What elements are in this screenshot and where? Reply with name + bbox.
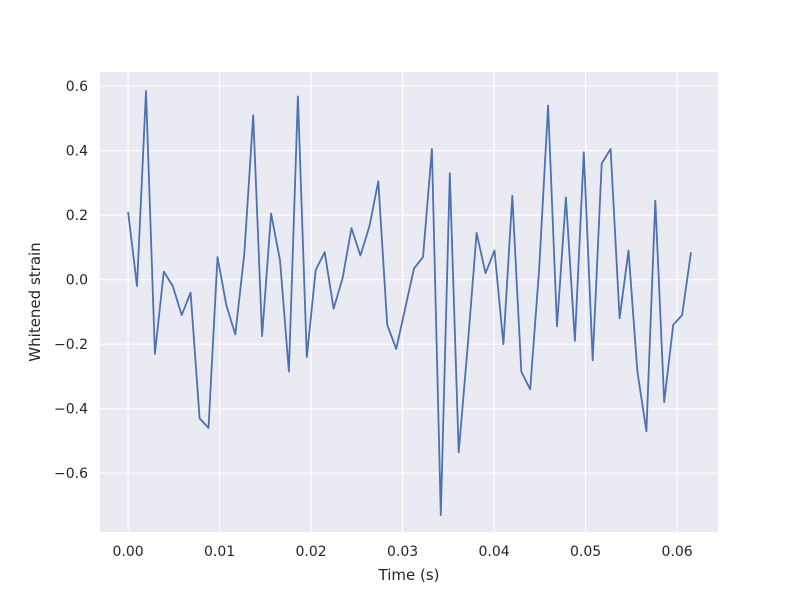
x-tick-label: 0.00	[113, 544, 144, 560]
x-tick-label: 0.04	[479, 544, 510, 560]
y-tick-label: 0.6	[66, 79, 88, 95]
x-tick-label: 0.01	[204, 544, 235, 560]
y-tick-label: 0.0	[66, 273, 88, 289]
x-axis-label: Time (s)	[378, 566, 440, 584]
y-tick-label: −0.2	[54, 337, 88, 353]
y-tick-labels: −0.6 −0.4 −0.2 0.0 0.2 0.4 0.6	[54, 79, 88, 482]
plot-background	[100, 72, 718, 532]
x-tick-label: 0.05	[570, 544, 601, 560]
x-tick-label: 0.06	[662, 544, 693, 560]
series-layer	[127, 90, 692, 516]
y-tick-label: 0.2	[66, 208, 88, 224]
series-line-0	[127, 90, 692, 516]
x-tick-label: 0.02	[296, 544, 327, 560]
y-tick-label: −0.6	[54, 466, 88, 482]
x-tick-label: 0.03	[387, 544, 418, 560]
y-tick-label: −0.4	[54, 402, 88, 418]
y-axis-label: Whitened strain	[26, 242, 44, 361]
grid-lines	[100, 72, 718, 532]
x-tick-labels: 0.00 0.01 0.02 0.03 0.04 0.05 0.06	[113, 544, 693, 560]
y-tick-label: 0.4	[66, 144, 88, 160]
